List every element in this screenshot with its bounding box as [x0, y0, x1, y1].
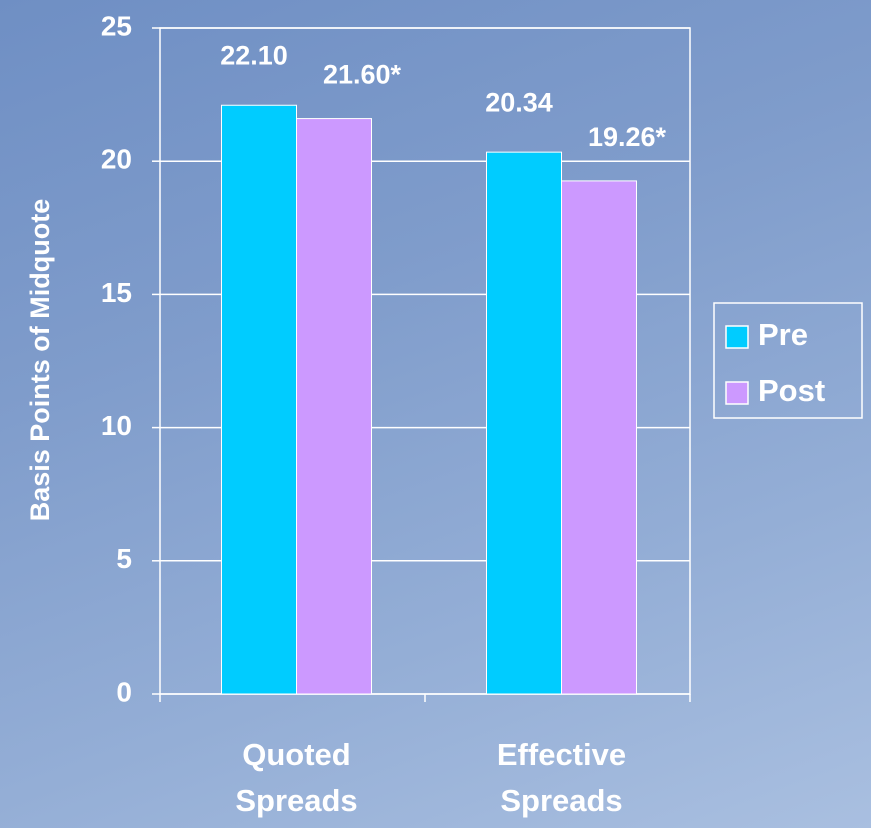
y-tick-label: 10: [101, 410, 132, 441]
bar: [221, 104, 297, 695]
y-tick-label: 20: [101, 144, 132, 175]
y-tick-label: 0: [116, 676, 132, 707]
legend-swatch: [725, 381, 749, 405]
y-axis-title: Basis Points of Midquote: [25, 199, 55, 522]
x-tick-label: Quoted Spreads: [235, 737, 358, 818]
bar: [296, 118, 372, 695]
data-label: 21.60*: [323, 60, 402, 90]
bar: [561, 180, 637, 695]
legend-label: Post: [758, 373, 825, 408]
data-label: 19.26*: [588, 122, 667, 152]
y-tick-label: 5: [116, 543, 132, 574]
legend-swatch: [725, 325, 749, 349]
y-tick-label: 15: [101, 277, 132, 308]
bar: [486, 151, 562, 695]
data-label: 20.34: [485, 87, 553, 117]
y-tick-label: 25: [101, 10, 132, 41]
legend-box: [713, 302, 863, 419]
x-tick-label: Effective Spreads: [496, 737, 627, 818]
legend-label: Pre: [758, 317, 808, 352]
data-label: 22.10: [220, 40, 288, 70]
